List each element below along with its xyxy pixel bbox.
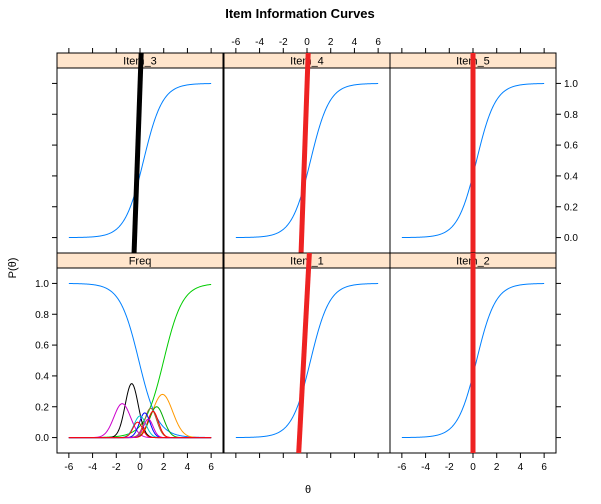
- marker-line: [131, 52, 144, 254]
- y-axis-label: P(θ): [7, 258, 19, 279]
- series-line-bump-10: [68, 421, 212, 439]
- y-tick-label-right: 1.0: [564, 79, 578, 90]
- marker-line: [298, 52, 311, 254]
- x-tick-label-top: 0: [304, 37, 310, 48]
- x-tick-label: 2: [161, 462, 167, 473]
- x-tick-label: -4: [421, 462, 430, 473]
- series-line-bump-1: [68, 383, 212, 439]
- x-tick-label: 4: [185, 462, 191, 473]
- x-tick-label-top: -4: [255, 37, 264, 48]
- y-tick-label: 1.0: [35, 279, 49, 290]
- series-line-icc: [235, 283, 379, 439]
- x-tick-label-top: -6: [231, 37, 240, 48]
- x-tick-label-top: 6: [375, 37, 381, 48]
- x-tick-label: 0: [137, 462, 143, 473]
- x-tick-label-top: 2: [328, 37, 334, 48]
- x-tick-label-top: -2: [279, 37, 288, 48]
- panel-strip-label: Freq: [129, 256, 152, 268]
- y-tick-label: 0.2: [35, 402, 49, 413]
- panel-freq: Freq: [56, 252, 224, 454]
- y-tick-label: 0.4: [35, 371, 49, 382]
- panels-group: Item_3Item_4Item_5 Freq Item_1Item_2: [56, 52, 557, 454]
- x-tick-label: -4: [88, 462, 97, 473]
- x-tick-label: 0: [470, 462, 476, 473]
- y-tick-label: 0.8: [35, 310, 49, 321]
- y-tick-label-right: 0.4: [564, 171, 578, 182]
- y-tick-label-right: 0.0: [564, 233, 578, 244]
- x-tick-label: 6: [541, 462, 547, 473]
- x-tick-label: -2: [112, 462, 121, 473]
- panel-item-5: Item_5: [389, 52, 557, 254]
- y-tick-label: 0.0: [35, 433, 49, 444]
- series-line-decreasing: [68, 283, 212, 439]
- x-tick-label-top: 4: [352, 37, 358, 48]
- panel-item-1: Item_1: [223, 252, 391, 454]
- y-tick-label-right: 0.8: [564, 110, 578, 121]
- y-tick-label: 0.6: [35, 341, 49, 352]
- panel-item-4: Item_4: [223, 52, 391, 254]
- chart-title: Item Information Curves: [225, 6, 375, 21]
- marker-line: [296, 252, 312, 454]
- x-axis-label: θ: [305, 484, 311, 496]
- x-tick-label: 4: [518, 462, 524, 473]
- series-line-icc: [68, 83, 212, 239]
- x-tick-label: 2: [494, 462, 500, 473]
- panel-item-2: Item_2: [389, 252, 557, 454]
- x-tick-label: -6: [397, 462, 406, 473]
- series-line-icc: [235, 83, 379, 239]
- axes-group: -6 -4 -2 0 2 4 6 -6 -4 -2 0 2 4 6 -6 -4 -2 0 2 4 6 0.0 0.2 0.4 0…: [35, 37, 578, 473]
- x-tick-label: 6: [208, 462, 214, 473]
- x-tick-label: -2: [445, 462, 454, 473]
- y-tick-label-right: 0.6: [564, 141, 578, 152]
- panel-item-3: Item_3: [56, 52, 224, 254]
- y-tick-label-right: 0.2: [564, 202, 578, 213]
- x-tick-label: -6: [64, 462, 73, 473]
